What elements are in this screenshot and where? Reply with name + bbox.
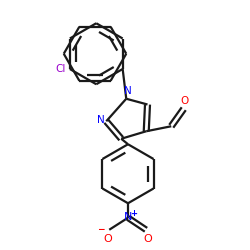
Text: Cl: Cl xyxy=(55,64,65,74)
Text: +: + xyxy=(130,209,137,218)
Text: O: O xyxy=(104,234,112,243)
Text: O: O xyxy=(143,234,152,243)
Text: −: − xyxy=(98,225,105,234)
Text: O: O xyxy=(180,96,188,106)
Text: N: N xyxy=(97,115,104,125)
Text: N: N xyxy=(124,86,132,96)
Text: N: N xyxy=(124,212,132,222)
